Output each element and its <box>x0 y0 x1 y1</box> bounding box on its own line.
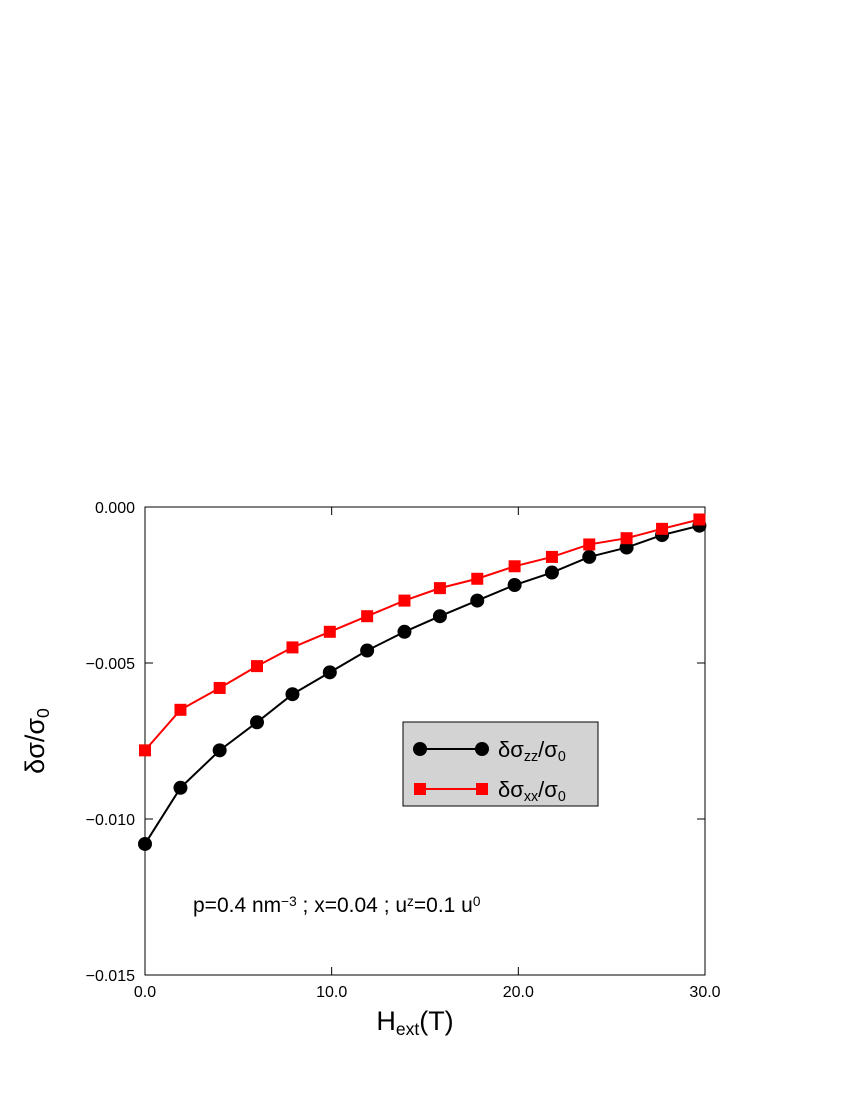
marker <box>545 550 558 563</box>
marker <box>471 572 484 585</box>
marker <box>508 560 521 573</box>
marker <box>323 625 336 638</box>
label-part: p=0.4 nm <box>193 894 281 917</box>
label-part: δσ <box>498 737 524 762</box>
marker <box>432 609 447 624</box>
marker <box>582 549 597 564</box>
marker <box>360 643 375 658</box>
y-axis-label: δσ/σ0 <box>20 708 53 774</box>
marker <box>361 610 374 623</box>
marker <box>213 681 226 694</box>
x-axis-label: Hext(T) <box>376 1006 453 1039</box>
label-part: zz <box>524 749 538 765</box>
marker <box>470 593 485 608</box>
label-part: 0 <box>558 789 566 805</box>
x-tick-label: 0.0 <box>134 984 156 1001</box>
marker <box>583 538 596 551</box>
y-tick-label: −0.015 <box>86 968 135 985</box>
marker <box>139 744 151 757</box>
marker <box>285 687 300 702</box>
legend-marker <box>475 742 489 756</box>
label-part: z <box>407 894 414 909</box>
marker <box>544 565 559 580</box>
label-part: =0.1 u <box>414 894 473 917</box>
line <box>144 524 700 845</box>
label-part: /σ <box>538 777 558 802</box>
marker <box>397 624 412 639</box>
legend <box>402 721 599 807</box>
label-part: (T) <box>419 1006 453 1036</box>
label-part: ; x=0.04 ; u <box>297 894 407 917</box>
label-part: xx <box>524 789 538 805</box>
label-part: H <box>376 1006 396 1036</box>
label-part: −3 <box>281 894 297 909</box>
legend-label: δσxx/σ0 <box>498 777 566 805</box>
y-tick-label: −0.005 <box>86 656 135 673</box>
marker <box>174 703 187 716</box>
x-tick-label: 30.0 <box>689 984 720 1001</box>
label-part: δσ/σ <box>20 718 50 774</box>
annotation: p=0.4 nm−3 ; x=0.04 ; uz=0.1 u0 <box>193 894 481 917</box>
x-tick-label: 10.0 <box>316 984 347 1001</box>
x-tick-label: 20.0 <box>503 984 534 1001</box>
legend-label: δσzz/σ0 <box>498 737 566 765</box>
label-part: 0 <box>33 708 53 718</box>
legend-marker <box>414 783 426 795</box>
label-part: /σ <box>538 737 558 762</box>
marker <box>433 582 446 595</box>
label-part: 0 <box>558 749 566 765</box>
marker <box>620 532 633 545</box>
marker <box>173 780 188 795</box>
marker <box>507 578 522 592</box>
label-part: ext <box>396 1019 420 1039</box>
legend-marker <box>476 783 488 795</box>
y-tick-label: −0.010 <box>86 812 135 829</box>
marker <box>251 660 263 673</box>
marker <box>322 665 337 680</box>
marker <box>138 836 152 851</box>
plot-frame <box>144 506 706 976</box>
y-tick-label: 0.000 <box>95 500 135 517</box>
line <box>144 518 700 752</box>
legend-marker <box>413 742 427 756</box>
marker <box>212 743 227 758</box>
marker <box>398 594 411 607</box>
label-part: 0 <box>473 894 481 909</box>
marker <box>250 715 264 730</box>
marker <box>656 522 669 535</box>
marker <box>693 513 706 526</box>
marker <box>286 641 299 654</box>
label-part: δσ <box>498 777 524 802</box>
